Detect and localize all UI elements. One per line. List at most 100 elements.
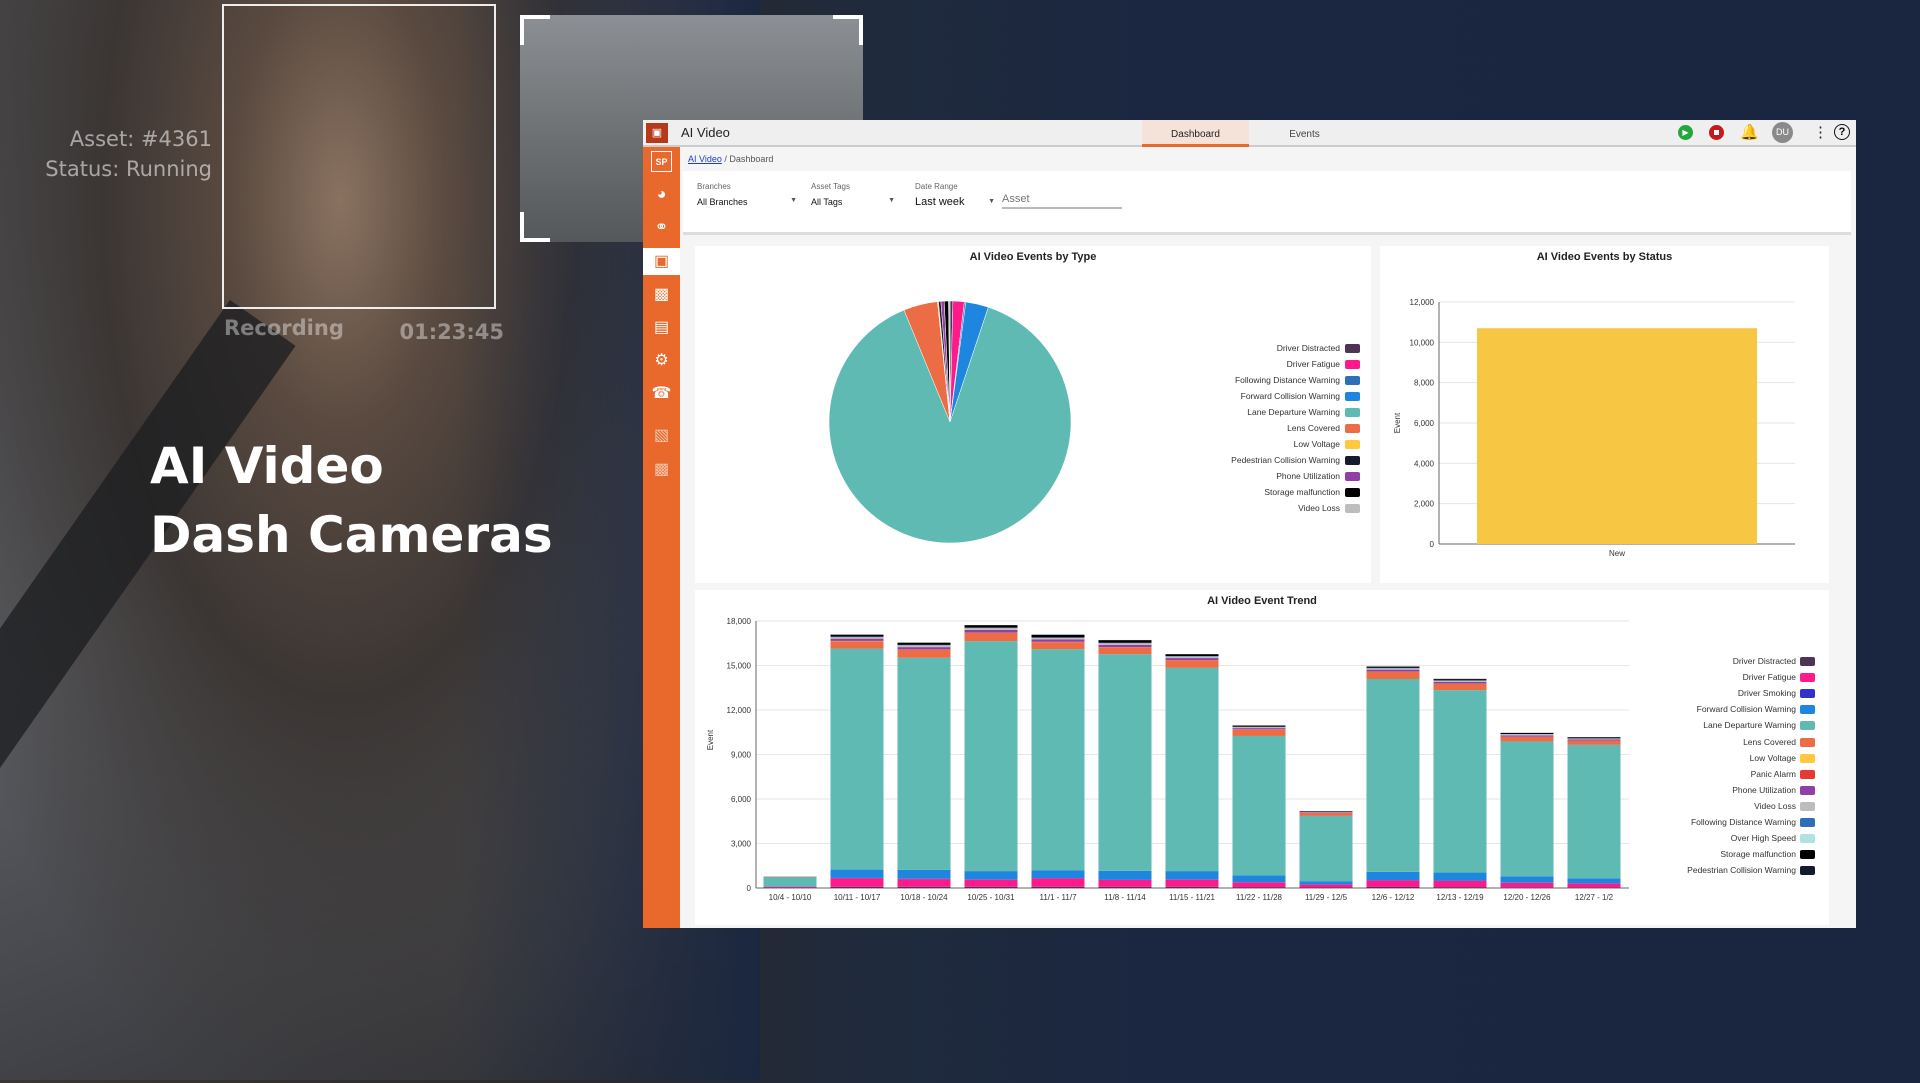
- legend-swatch: [1345, 472, 1360, 481]
- legend-swatch: [1800, 657, 1815, 666]
- x-tick-label: 12/6 - 12/12: [1372, 893, 1415, 902]
- bar-segment: [1434, 690, 1487, 872]
- headline-line2: Dash Cameras: [150, 507, 553, 565]
- route-icon[interactable]: ⚭: [651, 217, 672, 238]
- legend-label[interactable]: Pedestrian Collision Warning: [1231, 455, 1340, 465]
- legend-swatch: [1345, 424, 1360, 433]
- bar-segment: [898, 887, 951, 888]
- tab-events[interactable]: Events: [1262, 120, 1347, 147]
- legend-label[interactable]: Storage malfunction: [1720, 849, 1796, 859]
- legend-label[interactable]: Low Voltage: [1750, 753, 1796, 763]
- analytics-icon[interactable]: ▩: [651, 459, 672, 480]
- support-icon[interactable]: ☎: [651, 383, 672, 404]
- play-button[interactable]: ▶: [1678, 125, 1693, 140]
- legend-swatch: [1800, 721, 1815, 730]
- bar-segment: [1367, 670, 1420, 672]
- legend-label[interactable]: Forward Collision Warning: [1241, 391, 1340, 401]
- bar-segment: [1501, 734, 1554, 735]
- legend-label[interactable]: Forward Collision Warning: [1697, 704, 1796, 714]
- bell-icon[interactable]: 🔔: [1740, 123, 1760, 141]
- bar-segment: [1568, 737, 1621, 738]
- legend-label[interactable]: Phone Utilization: [1732, 785, 1796, 795]
- x-tick-label: 10/4 - 10/10: [769, 893, 812, 902]
- bar-segment: [1501, 737, 1554, 741]
- branches-select[interactable]: All Branches▼: [697, 197, 797, 207]
- bar-chart-icon[interactable]: ▩: [651, 284, 672, 305]
- help-icon[interactable]: ?: [1834, 124, 1850, 140]
- legend-label[interactable]: Driver Distracted: [1277, 343, 1340, 353]
- bar-segment: [1099, 871, 1152, 880]
- avatar[interactable]: DU: [1772, 122, 1793, 143]
- legend-label[interactable]: Driver Smoking: [1738, 688, 1796, 698]
- x-tick-label: 10/11 - 10/17: [834, 893, 881, 902]
- bar-segment: [1300, 812, 1353, 813]
- bar-segment: [831, 639, 884, 641]
- legend-label[interactable]: Driver Fatigue: [1287, 359, 1340, 369]
- camera-icon[interactable]: ▣: [643, 248, 680, 275]
- bar-segment: [1434, 681, 1487, 682]
- stop-button[interactable]: [1709, 125, 1724, 140]
- gear-icon[interactable]: ⚙: [651, 350, 672, 371]
- date-range-select[interactable]: Last week▼: [915, 196, 995, 208]
- map-pin-icon[interactable]: ◕: [651, 184, 672, 205]
- recording-timer: 01:23:45: [384, 320, 504, 344]
- bar-segment: [1501, 735, 1554, 736]
- y-tick-label: 4,000: [1414, 459, 1435, 468]
- bar-segment: [1233, 736, 1286, 875]
- kebab-menu-icon[interactable]: ⋮: [1813, 123, 1828, 141]
- bar-segment: [1568, 887, 1621, 888]
- bar-segment: [965, 641, 1018, 871]
- branches-value: All Branches: [697, 197, 748, 207]
- bar-segment: [1434, 873, 1487, 881]
- legend-swatch: [1345, 376, 1360, 385]
- bar-segment: [898, 647, 951, 649]
- asset-input[interactable]: [1002, 191, 1122, 209]
- bar-segment: [1367, 880, 1420, 887]
- legend-swatch: [1800, 689, 1815, 698]
- legend-label[interactable]: Driver Fatigue: [1743, 672, 1796, 682]
- legend-label[interactable]: Pedestrian Collision Warning: [1687, 865, 1796, 875]
- legend-label[interactable]: Panic Alarm: [1751, 769, 1796, 779]
- y-tick-label: 6,000: [1414, 419, 1435, 428]
- frame-corner: [833, 15, 863, 45]
- legend-label[interactable]: Lane Departure Warning: [1703, 720, 1796, 730]
- legend-label[interactable]: Video Loss: [1298, 503, 1340, 513]
- tab-dashboard[interactable]: Dashboard: [1142, 120, 1249, 147]
- legend-swatch: [1800, 850, 1815, 859]
- report-icon[interactable]: ▤: [651, 317, 672, 338]
- legend-swatch: [1345, 504, 1360, 513]
- legend-label[interactable]: Lens Covered: [1743, 737, 1796, 747]
- bar-segment: [831, 878, 884, 887]
- legend-label[interactable]: Phone Utilization: [1276, 471, 1340, 481]
- bar-segment: [1501, 733, 1554, 734]
- y-tick-label: 9,000: [731, 751, 752, 760]
- legend-label[interactable]: Over High Speed: [1731, 833, 1796, 843]
- bar-segment: [831, 635, 884, 637]
- bar-segment: [831, 641, 884, 648]
- bar-segment: [898, 870, 951, 879]
- bar-segment: [1166, 654, 1219, 656]
- bar-segment: [1032, 639, 1085, 641]
- bar-segment: [1099, 645, 1152, 647]
- legend-label[interactable]: Low Voltage: [1294, 439, 1340, 449]
- legend-label[interactable]: Lens Covered: [1287, 423, 1340, 433]
- legend-label[interactable]: Video Loss: [1754, 801, 1796, 811]
- frame-corner: [520, 15, 550, 45]
- x-tick-label: 11/1 - 11/7: [1039, 893, 1077, 902]
- legend-label[interactable]: Lane Departure Warning: [1247, 407, 1340, 417]
- document-icon[interactable]: ▧: [651, 425, 672, 446]
- headline-line1: AI Video: [150, 438, 384, 496]
- seatbelt: [0, 300, 296, 1083]
- bar-segment: [898, 645, 951, 647]
- x-tick-label: 11/29 - 12/5: [1305, 893, 1348, 902]
- legend-label[interactable]: Following Distance Warning: [1691, 817, 1796, 827]
- legend-label[interactable]: Following Distance Warning: [1235, 375, 1340, 385]
- legend-label[interactable]: Storage malfunction: [1264, 487, 1340, 497]
- breadcrumb-link[interactable]: AI Video: [688, 154, 722, 164]
- sp-logo-icon[interactable]: SP: [651, 151, 672, 172]
- legend-label[interactable]: Driver Distracted: [1733, 656, 1796, 666]
- bar-segment: [965, 887, 1018, 888]
- tags-select[interactable]: All Tags▼: [811, 197, 895, 207]
